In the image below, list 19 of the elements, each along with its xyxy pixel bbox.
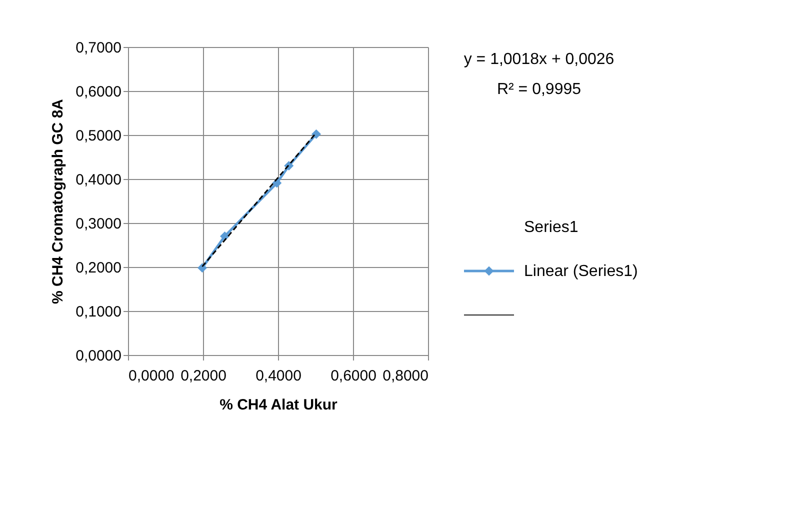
text: y = 1,0018x + 0,0026: [464, 51, 614, 68]
y-tick-label: 0,6000: [76, 84, 122, 100]
y-tick-label: 0,1000: [76, 304, 122, 320]
y-tick-label: 0,5000: [76, 128, 122, 144]
legend-label: Linear (Series1): [524, 263, 638, 280]
y-tick-label: 0,4000: [76, 172, 122, 188]
y-tick-label: 0,2000: [76, 260, 122, 276]
y-tick-label: 0,0000: [76, 348, 122, 364]
y-tick-label: 0,3000: [76, 216, 122, 232]
y-axis-title: % CH4 Cromatograph GC 8A: [50, 98, 67, 304]
y-tick-label: 0,7000: [76, 40, 122, 56]
x-tick-label: 0,8000: [382, 368, 428, 384]
x-axis-title: % CH4 Alat Ukur: [220, 396, 338, 414]
legend-title: Series1: [524, 219, 578, 236]
x-tick-label: 0,6000: [330, 368, 376, 384]
text: R² = 0,9995: [496, 81, 582, 98]
x-tick-label: 0,4000: [256, 368, 302, 384]
x-tick-label: 0,0000: [128, 368, 174, 384]
x-tick-label: 0,2000: [180, 368, 226, 384]
